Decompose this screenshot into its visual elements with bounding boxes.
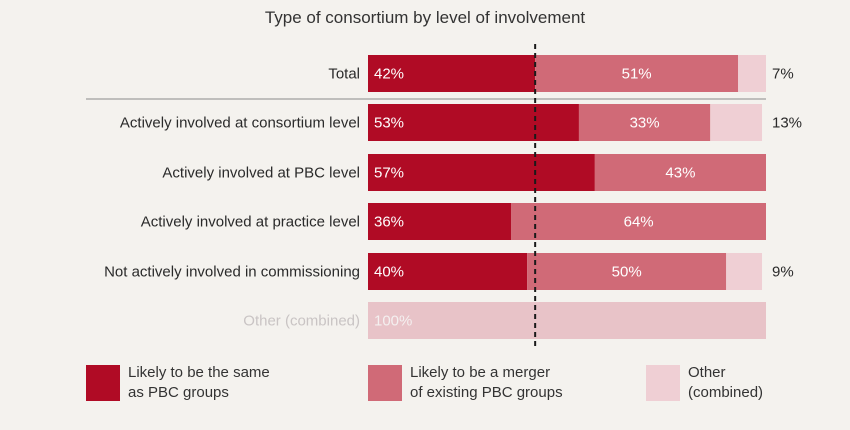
bar-merger [578, 104, 711, 141]
legend-swatch-merger [368, 365, 402, 401]
category-label: Other (combined) [243, 313, 360, 330]
data-label-same: 42% [374, 66, 404, 83]
bar-other [738, 55, 766, 92]
data-label-other: 13% [772, 115, 802, 132]
legend-item-other: Other (combined) [646, 364, 850, 403]
bar-same [368, 203, 512, 240]
data-label-same: 57% [374, 165, 404, 182]
bar-other [726, 253, 763, 290]
legend-label-merger-line2: of existing PBC groups [410, 384, 563, 401]
category-label: Actively involved at PBC level [162, 165, 360, 182]
legend-label-same-line1: Likely to be the same [128, 364, 270, 381]
bar-other [368, 302, 766, 339]
legend-swatch-other [646, 365, 680, 401]
bar-same [368, 55, 536, 92]
legend-label-other-line1: Other [688, 364, 726, 381]
bar-merger [511, 203, 766, 240]
data-label-same: 36% [374, 214, 404, 231]
data-label-same: 40% [374, 264, 404, 281]
data-label-merger: 50% [612, 264, 642, 281]
stacked-bar-chart: Total 42% 51% 7% Actively involved at consor… [86, 44, 802, 346]
category-label: Actively involved at consortium level [120, 115, 360, 132]
bar-merger [527, 253, 727, 290]
bar-merger [594, 154, 766, 191]
data-label-merger: 51% [622, 66, 652, 83]
category-label: Actively involved at practice level [141, 214, 360, 231]
data-label-merger: 64% [624, 214, 654, 231]
chart-title: Type of consortium by level of involveme… [264, 8, 586, 27]
data-label-merger: 33% [630, 115, 660, 132]
data-label-other: 9% [772, 264, 794, 281]
data-label-merger: 43% [665, 165, 695, 182]
legend-label-merger-line1: Likely to be a merger [410, 364, 551, 381]
legend-item-same: Likely to be the same as PBC groups [86, 364, 298, 403]
legend-label-other-line2: (combined) [688, 384, 764, 401]
legend-label-same-line2: as PBC groups [128, 384, 229, 401]
data-label-same: 53% [374, 115, 404, 132]
bar-same [368, 154, 595, 191]
legend-item-merger: Likely to be a merger of existing PBC gr… [368, 364, 580, 403]
bar-same [368, 253, 528, 290]
data-label-other: 7% [772, 66, 794, 83]
legend-swatch-same [86, 365, 120, 401]
data-label-other: 100% [374, 313, 412, 330]
category-label: Total [328, 66, 360, 83]
bar-merger [535, 55, 739, 92]
category-label: Not actively involved in commissioning [104, 264, 360, 281]
bar-other [710, 104, 763, 141]
bar-same [368, 104, 579, 141]
